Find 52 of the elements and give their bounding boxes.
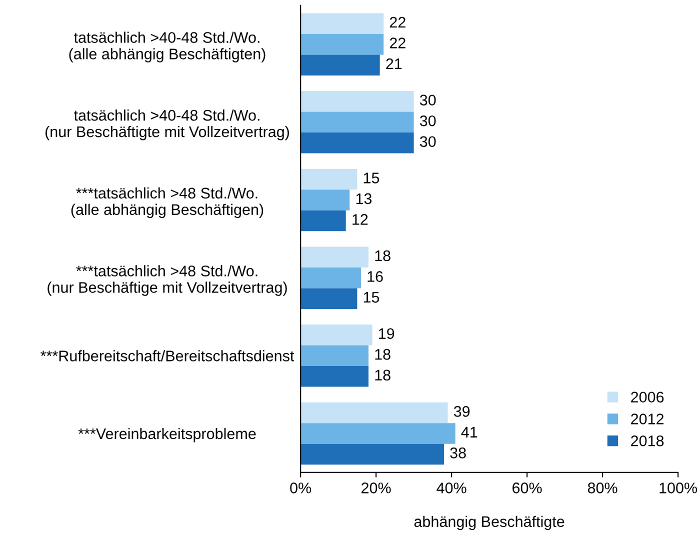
data-label: 15: [364, 292, 380, 303]
legend-label: 2012: [631, 414, 664, 424]
x-tick-label: 60%: [512, 482, 542, 494]
data-label: 41: [461, 426, 478, 438]
bar: [300, 112, 414, 133]
data-label: 18: [375, 370, 390, 381]
x-tick-label: 0%: [290, 482, 312, 494]
bar: [300, 288, 358, 309]
data-label: 30: [420, 94, 436, 106]
data-label: 30: [420, 136, 436, 148]
x-tick-label: 20%: [362, 482, 391, 494]
data-label: 39: [454, 406, 470, 417]
bar: [300, 267, 361, 288]
data-label: 16: [368, 271, 383, 282]
data-label: 38: [450, 448, 466, 458]
data-label: 19: [379, 328, 394, 340]
y-tick-label: ***tatsächlich >48 Std./Wo. (alle abhängig Beschäftigen): [71, 187, 264, 218]
data-label: 22: [390, 38, 406, 48]
data-label: 12: [352, 214, 368, 225]
data-label: 13: [356, 193, 372, 204]
data-label: 21: [386, 58, 402, 70]
x-axis-title: abhängig Beschäftigte: [414, 516, 564, 530]
legend-label: 2006: [631, 392, 664, 403]
y-tick-label: ***tatsächlich >48 Std./Wo. (nur Beschäftige mit Vollzeitvertrag): [48, 265, 287, 296]
data-label: 30: [420, 115, 436, 126]
legend-label: 2018: [631, 435, 664, 446]
x-tick-label: 100%: [660, 482, 698, 494]
y-tick-label: ***Rufbereitschaft/Bereitschaftsdienst: [40, 350, 294, 362]
bar: [300, 54, 380, 76]
bar: [300, 366, 369, 387]
bar: [300, 210, 346, 232]
y-tick-label: ***Vereinbarkeitsprobleme: [78, 428, 256, 442]
bar: [300, 190, 350, 210]
bar: [300, 345, 369, 366]
bar: [300, 246, 369, 268]
bar: [300, 34, 384, 55]
bar: [300, 444, 444, 465]
bar: [300, 402, 448, 424]
x-tick-label: 40%: [436, 482, 466, 494]
data-label: 22: [390, 16, 406, 28]
y-tick-label: tatsächlich >40-48 Std./Wo. (nur Beschäftigte mit Vollzeitvertrag): [45, 110, 289, 140]
data-label: 15: [364, 172, 380, 184]
bar: [300, 168, 358, 190]
bar: [300, 324, 372, 346]
bar: [300, 91, 414, 112]
bar: [300, 423, 456, 444]
data-label: 18: [375, 250, 390, 262]
bar: [300, 13, 384, 34]
x-tick-label: 80%: [588, 482, 618, 494]
y-tick-label: tatsächlich >40-48 Std./Wo. (alle abhängig Beschäftigten): [69, 32, 266, 62]
data-label: 18: [375, 348, 390, 360]
bar: [300, 132, 414, 154]
